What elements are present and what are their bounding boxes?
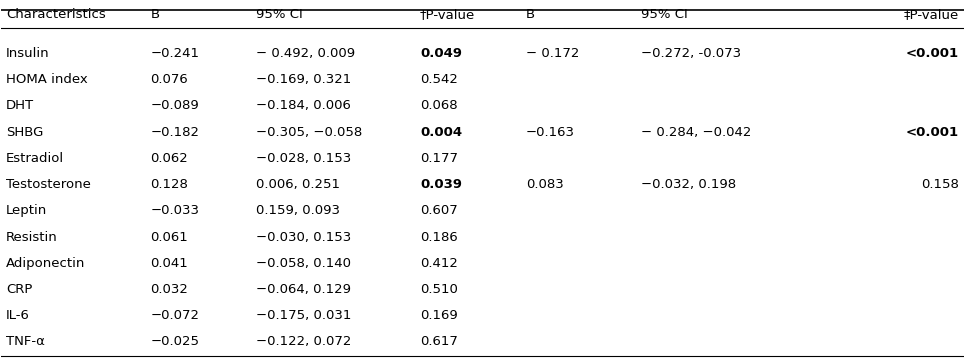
Text: −0.072: −0.072 (151, 309, 200, 322)
Text: 0.510: 0.510 (420, 283, 457, 296)
Text: 0.412: 0.412 (420, 257, 457, 270)
Text: Resistin: Resistin (6, 231, 58, 244)
Text: Leptin: Leptin (6, 204, 47, 217)
Text: 0.041: 0.041 (151, 257, 188, 270)
Text: 0.177: 0.177 (420, 152, 458, 165)
Text: <0.001: <0.001 (906, 47, 959, 60)
Text: −0.028, 0.153: −0.028, 0.153 (257, 152, 351, 165)
Text: −0.089: −0.089 (151, 100, 200, 113)
Text: Estradiol: Estradiol (6, 152, 65, 165)
Text: 0.004: 0.004 (420, 126, 462, 139)
Text: −0.025: −0.025 (151, 336, 200, 349)
Text: IL-6: IL-6 (6, 309, 30, 322)
Text: 0.006, 0.251: 0.006, 0.251 (257, 178, 341, 191)
Text: ‡P-value: ‡P-value (903, 8, 959, 21)
Text: 0.128: 0.128 (151, 178, 188, 191)
Text: −0.122, 0.072: −0.122, 0.072 (257, 336, 352, 349)
Text: 0.083: 0.083 (526, 178, 564, 191)
Text: −0.184, 0.006: −0.184, 0.006 (257, 100, 351, 113)
Text: −0.163: −0.163 (526, 126, 575, 139)
Text: 95% CI: 95% CI (257, 8, 303, 21)
Text: −0.033: −0.033 (151, 204, 200, 217)
Text: −0.272, -0.073: −0.272, -0.073 (642, 47, 741, 60)
Text: 0.159, 0.093: 0.159, 0.093 (257, 204, 341, 217)
Text: −0.064, 0.129: −0.064, 0.129 (257, 283, 351, 296)
Text: 0.049: 0.049 (420, 47, 462, 60)
Text: −0.030, 0.153: −0.030, 0.153 (257, 231, 351, 244)
Text: −0.241: −0.241 (151, 47, 200, 60)
Text: 0.617: 0.617 (420, 336, 457, 349)
Text: 0.186: 0.186 (420, 231, 457, 244)
Text: − 0.284, −0.042: − 0.284, −0.042 (642, 126, 752, 139)
Text: 0.169: 0.169 (420, 309, 457, 322)
Text: 0.039: 0.039 (420, 178, 462, 191)
Text: 0.158: 0.158 (921, 178, 959, 191)
Text: −0.305, −0.058: −0.305, −0.058 (257, 126, 363, 139)
Text: Testosterone: Testosterone (6, 178, 91, 191)
Text: −0.169, 0.321: −0.169, 0.321 (257, 73, 351, 86)
Text: Adiponectin: Adiponectin (6, 257, 86, 270)
Text: 0.061: 0.061 (151, 231, 188, 244)
Text: DHT: DHT (6, 100, 35, 113)
Text: −0.175, 0.031: −0.175, 0.031 (257, 309, 352, 322)
Text: Insulin: Insulin (6, 47, 50, 60)
Text: 0.068: 0.068 (420, 100, 457, 113)
Text: HOMA index: HOMA index (6, 73, 88, 86)
Text: 95% CI: 95% CI (642, 8, 688, 21)
Text: −0.182: −0.182 (151, 126, 200, 139)
Text: †P-value: †P-value (420, 8, 475, 21)
Text: −0.032, 0.198: −0.032, 0.198 (642, 178, 736, 191)
Text: 0.032: 0.032 (151, 283, 188, 296)
Text: 0.076: 0.076 (151, 73, 188, 86)
Text: 0.062: 0.062 (151, 152, 188, 165)
Text: − 0.172: − 0.172 (526, 47, 579, 60)
Text: CRP: CRP (6, 283, 33, 296)
Text: −0.058, 0.140: −0.058, 0.140 (257, 257, 351, 270)
Text: SHBG: SHBG (6, 126, 43, 139)
Text: B: B (151, 8, 159, 21)
Text: B: B (526, 8, 535, 21)
Text: − 0.492, 0.009: − 0.492, 0.009 (257, 47, 355, 60)
Text: Characteristics: Characteristics (6, 8, 106, 21)
Text: <0.001: <0.001 (906, 126, 959, 139)
Text: TNF-α: TNF-α (6, 336, 45, 349)
Text: 0.542: 0.542 (420, 73, 457, 86)
Text: 0.607: 0.607 (420, 204, 457, 217)
